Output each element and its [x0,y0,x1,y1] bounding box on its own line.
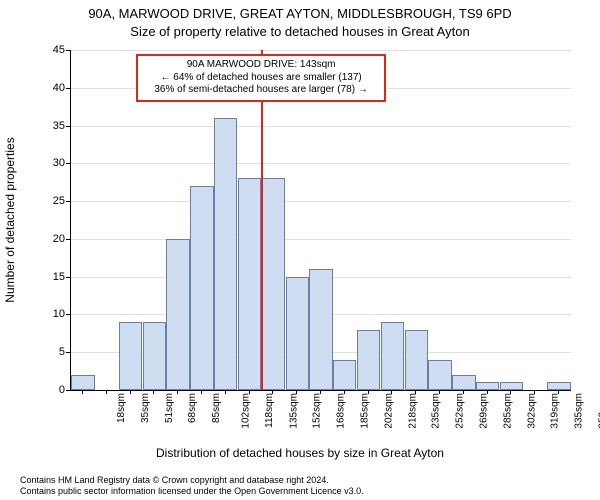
xtick-label: 202sqm [383,393,394,429]
xtick-mark [558,390,559,394]
xtick-label: 135sqm [288,393,299,429]
y-axis-label: Number of detached properties [3,137,17,302]
xtick-label: 35sqm [140,393,151,423]
ytick-label: 25 [35,195,65,207]
chart-container: 90A, MARWOOD DRIVE, GREAT AYTON, MIDDLES… [0,0,600,500]
xtick-mark [249,390,250,394]
histogram-bar [238,178,261,390]
x-axis-label: Distribution of detached houses by size … [0,446,600,460]
xtick-label: 335sqm [574,393,585,429]
xtick-mark [487,390,488,394]
ytick-label: 15 [35,271,65,283]
ytick-label: 0 [35,384,65,396]
gridline-h [71,201,571,202]
histogram-bar [547,382,570,390]
annotation-box: 90A MARWOOD DRIVE: 143sqm ← 64% of detac… [136,54,386,102]
ytick-mark [66,390,70,391]
xtick-mark [415,390,416,394]
xtick-label: 152sqm [312,393,323,429]
xtick-label: 51sqm [164,393,175,423]
annotation-line3: 36% of semi-detached houses are larger (… [144,84,378,97]
xtick-label: 218sqm [407,393,418,429]
histogram-bar [405,330,428,390]
histogram-bar [381,322,404,390]
histogram-bar [71,375,94,390]
ytick-mark [66,239,70,240]
footer-line2: Contains public sector information licen… [20,486,364,497]
ytick-mark [66,201,70,202]
xtick-label: 68sqm [187,393,198,423]
xtick-mark [82,390,83,394]
xtick-mark [368,390,369,394]
xtick-label: 269sqm [479,393,490,429]
xtick-label: 235sqm [431,393,442,429]
xtick-label: 85sqm [211,393,222,423]
histogram-bar [476,382,499,390]
xtick-label: 168sqm [336,393,347,429]
xtick-mark [391,390,392,394]
plot-area: 90A MARWOOD DRIVE: 143sqm ← 64% of detac… [70,50,571,391]
ytick-mark [66,277,70,278]
footer-attribution: Contains HM Land Registry data © Crown c… [20,475,364,497]
xtick-label: 185sqm [360,393,371,429]
annotation-line1: 90A MARWOOD DRIVE: 143sqm [144,59,378,72]
ytick-mark [66,50,70,51]
gridline-h [71,163,571,164]
histogram-bar [333,360,356,390]
xtick-label: 252sqm [455,393,466,429]
histogram-bar [262,178,285,390]
ytick-mark [66,163,70,164]
xtick-label: 102sqm [241,393,252,429]
histogram-bar [428,360,451,390]
ytick-label: 20 [35,233,65,245]
ytick-label: 5 [35,346,65,358]
histogram-bar [286,277,309,390]
annotation-line2: ← 64% of detached houses are smaller (13… [144,72,378,85]
xtick-mark [177,390,178,394]
xtick-label: 319sqm [550,393,561,429]
ytick-label: 35 [35,120,65,132]
histogram-bar [166,239,189,390]
ytick-label: 40 [35,82,65,94]
gridline-h [71,50,571,51]
chart-title-main: 90A, MARWOOD DRIVE, GREAT AYTON, MIDDLES… [0,6,600,21]
xtick-label: 285sqm [502,393,513,429]
xtick-mark [153,390,154,394]
xtick-mark [534,390,535,394]
ytick-label: 30 [35,157,65,169]
xtick-mark [463,390,464,394]
ytick-mark [66,314,70,315]
histogram-bar [452,375,475,390]
xtick-mark [225,390,226,394]
histogram-bar [214,118,237,390]
ytick-mark [66,88,70,89]
gridline-h [71,239,571,240]
xtick-mark [106,390,107,394]
xtick-mark [344,390,345,394]
xtick-mark [296,390,297,394]
xtick-mark [510,390,511,394]
xtick-label: 302sqm [526,393,537,429]
histogram-bar [500,382,523,390]
histogram-bar [190,186,213,390]
ytick-label: 10 [35,308,65,320]
xtick-mark [320,390,321,394]
footer-line1: Contains HM Land Registry data © Crown c… [20,475,364,486]
xtick-mark [272,390,273,394]
xtick-mark [130,390,131,394]
ytick-label: 45 [35,44,65,56]
histogram-bar [357,330,380,390]
gridline-h [71,126,571,127]
chart-title-sub: Size of property relative to detached ho… [0,24,600,39]
xtick-label: 18sqm [116,393,127,423]
ytick-mark [66,126,70,127]
histogram-bar [309,269,332,390]
histogram-bar [119,322,142,390]
xtick-mark [201,390,202,394]
ytick-mark [66,352,70,353]
xtick-label: 118sqm [264,393,275,428]
histogram-bar [143,322,166,390]
xtick-mark [439,390,440,394]
